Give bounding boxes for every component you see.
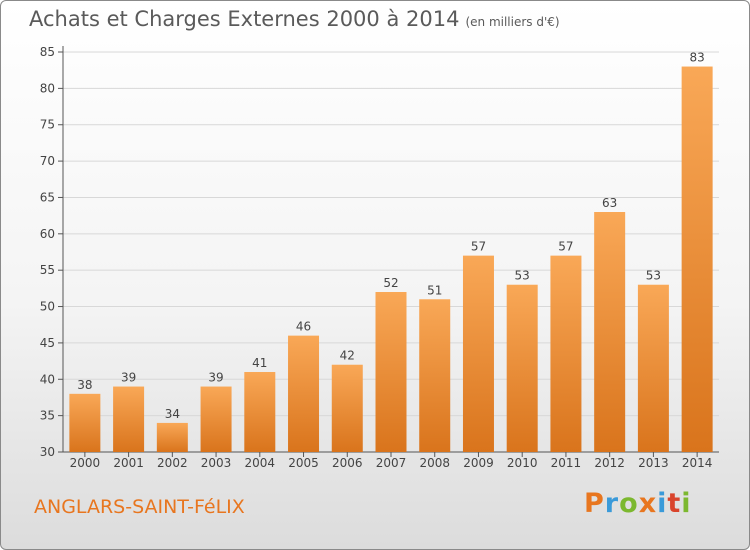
data-label-2001: 39 <box>121 371 136 385</box>
y-tick-label: 65 <box>40 190 55 204</box>
chart-unit-label: (en milliers d'€) <box>465 15 560 29</box>
proxiti-logo: Proxiti <box>584 488 692 519</box>
x-tick-labels: 2000 2001 2002 2003 2004 2005 2006 2007 2008 2009… <box>70 456 713 470</box>
bar-2003 <box>200 386 232 452</box>
x-tick-label: 2013 <box>638 456 669 470</box>
y-tick-label: 55 <box>40 263 55 277</box>
x-tick-label: 2006 <box>332 456 363 470</box>
x-tick-label: 2012 <box>594 456 625 470</box>
x-tick-label: 2002 <box>157 456 188 470</box>
y-tick-label: 35 <box>40 409 55 423</box>
data-label-2003: 39 <box>208 371 223 385</box>
x-tick-label: 2009 <box>463 456 494 470</box>
x-tick-label: 2007 <box>376 456 407 470</box>
bar-2004 <box>244 372 276 452</box>
data-label-2007: 52 <box>383 276 398 290</box>
logo-letter: x <box>638 488 658 519</box>
x-tick-label: 2004 <box>245 456 276 470</box>
data-label-2000: 38 <box>77 378 92 392</box>
bar-2005 <box>288 335 320 452</box>
logo-letter: t <box>667 488 682 519</box>
data-label-2010: 53 <box>515 269 530 283</box>
bar-2006 <box>331 364 363 452</box>
data-label-2005: 46 <box>296 320 311 334</box>
x-tick-label: 2003 <box>201 456 232 470</box>
data-label-2002: 34 <box>165 407 180 421</box>
x-tick-label: 2000 <box>70 456 101 470</box>
x-tick-label: 2011 <box>551 456 582 470</box>
bar-2002 <box>156 422 188 452</box>
bar-2001 <box>113 386 145 452</box>
y-tick-label: 75 <box>40 118 55 132</box>
bar-2013 <box>637 284 669 452</box>
y-tick-label: 60 <box>40 227 55 241</box>
y-tick-label: 45 <box>40 336 55 350</box>
data-label-2004: 41 <box>252 356 267 370</box>
bar-2008 <box>419 299 451 452</box>
bar-2007 <box>375 292 407 452</box>
x-tick-label: 2001 <box>113 456 144 470</box>
y-tick-label: 40 <box>40 372 55 386</box>
x-tick-label: 2005 <box>288 456 319 470</box>
x-tick-label: 2008 <box>419 456 450 470</box>
bar-2014 <box>681 66 713 452</box>
data-label-2014: 83 <box>689 51 704 65</box>
bar-2000 <box>69 393 101 452</box>
logo-letter: o <box>619 488 639 519</box>
y-tick-label: 30 <box>40 445 55 459</box>
chart-title-text: Achats et Charges Externes 2000 à 2014 <box>29 7 460 31</box>
logo-letter: i <box>657 488 668 519</box>
bar-2010 <box>506 284 538 452</box>
data-label-2012: 63 <box>602 196 617 210</box>
logo-letter: r <box>604 488 620 519</box>
y-tick-label: 50 <box>40 300 55 314</box>
chart-title: Achats et Charges Externes 2000 à 2014 (e… <box>29 7 560 31</box>
logo-letter: P <box>584 488 605 519</box>
data-label-2006: 42 <box>340 349 355 363</box>
bar-2012 <box>594 212 626 452</box>
y-tick-label: 70 <box>40 154 55 168</box>
location-name: ANGLARS-SAINT-FéLIX <box>34 496 245 518</box>
bar-2009 <box>462 255 494 452</box>
y-tick-label: 85 <box>40 45 55 59</box>
bars <box>69 66 713 452</box>
logo-letter: i <box>681 488 692 519</box>
x-tick-label: 2010 <box>507 456 538 470</box>
data-label-2009: 57 <box>471 240 486 254</box>
data-label-2013: 53 <box>646 269 661 283</box>
bar-2011 <box>550 255 582 452</box>
data-label-2011: 57 <box>558 240 573 254</box>
data-label-2008: 51 <box>427 283 442 297</box>
y-tick-label: 80 <box>40 81 55 95</box>
x-tick-label: 2014 <box>682 456 713 470</box>
data-labels: 38 39 34 39 41 46 42 52 51 57 53 57 63 53 83 <box>77 51 705 421</box>
y-tick-labels: 30 35 40 45 50 55 60 65 70 75 80 85 <box>40 45 55 459</box>
